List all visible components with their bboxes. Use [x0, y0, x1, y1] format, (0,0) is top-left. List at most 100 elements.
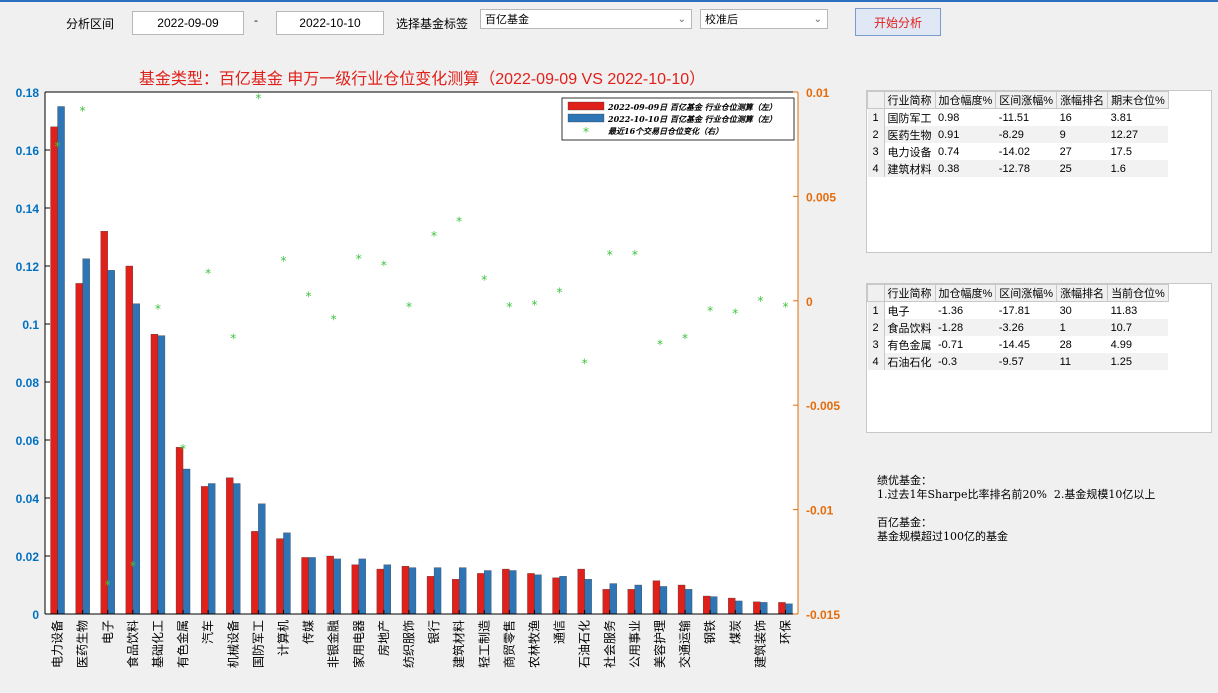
- column-header[interactable]: 区间涨幅%: [995, 284, 1058, 302]
- category-label: 农林牧渔: [527, 620, 541, 668]
- category-label: 计算机: [275, 620, 290, 656]
- bar-start: [627, 589, 635, 615]
- table-cell: 1.6: [1107, 160, 1169, 177]
- bar-end: [609, 583, 617, 615]
- start-date-field[interactable]: 2022-09-09: [132, 11, 244, 35]
- bar-start: [527, 573, 535, 615]
- row-index: 1: [867, 301, 885, 319]
- change-marker: *: [331, 313, 337, 327]
- table-row[interactable]: 4 石油石化 -0.3 -9.57 11 1.25: [867, 353, 1169, 370]
- bar-start: [577, 568, 585, 615]
- bar-start: [200, 486, 209, 615]
- start-analysis-button[interactable]: 开始分析: [855, 8, 941, 36]
- column-header[interactable]: 涨幅排名: [1056, 284, 1109, 302]
- right-tick-label: 0.005: [806, 190, 836, 204]
- industry-position-chart: 基金类型：百亿基金 申万一级行业仓位变化测算（2022-09-09 VS 202…: [16, 69, 841, 668]
- table-cell: 国防军工: [884, 108, 935, 126]
- category-label: 基础化工: [151, 620, 165, 668]
- change-marker: *: [406, 300, 412, 314]
- table-cell: -3.26: [995, 319, 1057, 336]
- table-cell: 16: [1056, 108, 1108, 126]
- category-label: 石油石化: [578, 620, 592, 668]
- table-cell: -1.36: [935, 301, 996, 319]
- bar-end: [785, 603, 793, 615]
- row-index: 1: [867, 108, 885, 126]
- bar-start: [502, 568, 510, 615]
- calibration-select[interactable]: 校准后 ⌄: [700, 9, 828, 29]
- bar-start: [652, 580, 661, 615]
- table-cell: 10.7: [1107, 319, 1169, 336]
- table-cell: 28: [1056, 336, 1108, 353]
- bar-end: [107, 270, 115, 615]
- change-marker: *: [205, 267, 211, 281]
- corner-header: [867, 91, 885, 109]
- table-cell: -9.57: [995, 353, 1057, 370]
- change-marker: *: [557, 285, 563, 299]
- fund-tag-select[interactable]: 百亿基金 ⌄: [480, 9, 692, 29]
- bar-start: [778, 602, 786, 615]
- column-header[interactable]: 行业简称: [883, 284, 936, 302]
- bar-end: [383, 564, 392, 615]
- change-marker: *: [55, 139, 61, 153]
- table-cell: 1.25: [1107, 353, 1169, 370]
- table-cell: 11.83: [1107, 301, 1169, 319]
- table-row[interactable]: 3 有色金属 -0.71 -14.45 28 4.99: [867, 336, 1169, 353]
- category-label: 钢铁: [703, 620, 717, 644]
- change-marker: *: [431, 229, 437, 243]
- bar-start: [703, 595, 711, 615]
- category-label: 汽车: [200, 620, 215, 644]
- table-row[interactable]: 1 电子 -1.36 -17.81 30 11.83: [867, 301, 1169, 319]
- category-label: 建筑材料: [451, 620, 466, 668]
- change-marker: *: [130, 559, 136, 573]
- bar-end: [458, 567, 467, 615]
- change-marker: *: [306, 290, 312, 304]
- row-index: 2: [867, 319, 885, 336]
- left-tick-label: 0.08: [16, 376, 40, 390]
- end-date-field[interactable]: 2022-10-10: [276, 11, 384, 35]
- bar-start: [150, 333, 159, 615]
- decrease-table-panel: 行业简称 加仓幅度% 区间涨幅% 涨幅排名 当前仓位% 1 电子 -1.36 -17.81 30…: [866, 283, 1212, 433]
- column-header[interactable]: 区间涨幅%: [995, 91, 1058, 109]
- right-tick-label: 0.01: [806, 86, 830, 100]
- bar-end: [509, 570, 517, 615]
- change-marker: *: [456, 214, 462, 228]
- bar-start: [175, 447, 184, 615]
- column-header[interactable]: 当前仓位%: [1107, 284, 1169, 302]
- column-header[interactable]: 期末仓位%: [1107, 91, 1169, 109]
- column-header[interactable]: 加仓幅度%: [934, 284, 997, 302]
- bar-end: [82, 258, 90, 615]
- bar-end: [207, 483, 216, 615]
- bar-end: [308, 557, 316, 615]
- table-row[interactable]: 2 食品饮料 -1.28 -3.26 1 10.7: [867, 319, 1169, 336]
- category-label: 食品饮料: [125, 620, 140, 668]
- right-tick-label: -0.01: [806, 504, 834, 518]
- table-cell: -14.45: [995, 336, 1057, 353]
- bar-start: [477, 573, 485, 615]
- note-bigfund-title: 百亿基金：: [877, 516, 932, 529]
- column-header[interactable]: 行业简称: [883, 91, 936, 109]
- table-row[interactable]: 4 建筑材料 0.38 -12.78 25 1.6: [867, 160, 1169, 177]
- column-header[interactable]: 涨幅排名: [1056, 91, 1109, 109]
- category-label: 纺织服饰: [402, 620, 416, 668]
- table-cell: 食品饮料: [884, 319, 935, 336]
- left-tick-label: 0.14: [16, 202, 40, 216]
- left-tick-label: 0.06: [16, 434, 40, 448]
- category-label: 电子: [101, 620, 115, 644]
- category-label: 电力设备: [51, 620, 65, 668]
- column-header[interactable]: 加仓幅度%: [934, 91, 997, 109]
- table-row[interactable]: 2 医药生物 0.91 -8.29 9 12.27: [867, 126, 1169, 143]
- chart-title: 基金类型：百亿基金 申万一级行业仓位变化测算（2022-09-09 VS 202…: [139, 69, 705, 88]
- bar-end: [283, 532, 291, 615]
- change-marker: *: [481, 273, 487, 287]
- table-cell: 电力设备: [884, 143, 935, 160]
- category-label: 通信: [553, 620, 567, 644]
- right-tick-label: 0: [806, 295, 813, 309]
- category-label: 有色金属: [175, 620, 190, 668]
- table-row[interactable]: 1 国防军工 0.98 -11.51 16 3.81: [867, 108, 1169, 126]
- bar-start: [301, 557, 309, 615]
- calibration-value: 校准后: [705, 13, 738, 26]
- table-row[interactable]: 3 电力设备 0.74 -14.02 27 17.5: [867, 143, 1169, 160]
- bar-end: [710, 596, 718, 615]
- left-tick-label: 0.02: [16, 550, 40, 564]
- change-marker: *: [280, 254, 286, 268]
